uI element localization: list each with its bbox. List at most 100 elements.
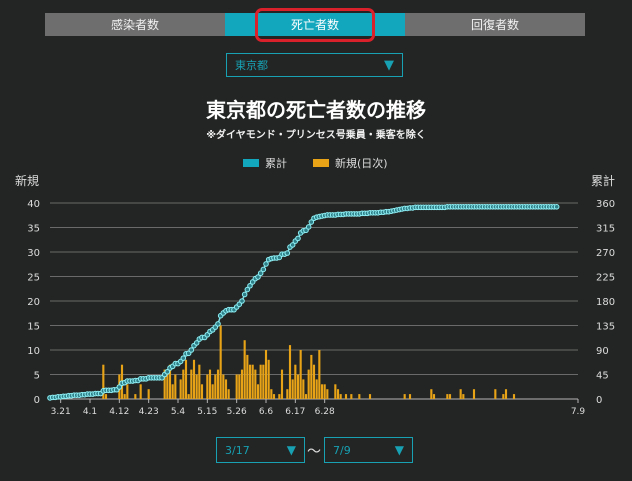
cumulative-point xyxy=(553,204,560,210)
bar-daily xyxy=(299,350,302,399)
bar-daily xyxy=(326,389,329,399)
tab-infected[interactable]: 感染者数 xyxy=(45,13,225,36)
cumulative-point xyxy=(241,291,248,298)
bar-daily xyxy=(368,394,372,399)
y-right-tick-label: 135 xyxy=(596,322,615,333)
bar-daily xyxy=(320,384,324,399)
bar-daily xyxy=(216,369,220,399)
y-left-tick-label: 40 xyxy=(27,199,40,210)
bar-daily xyxy=(134,394,137,399)
y-left-tick-label: 15 xyxy=(27,322,40,333)
legend-swatch-daily xyxy=(313,159,329,167)
legend-label-cumulative: 累計 xyxy=(265,157,287,170)
bar-daily xyxy=(184,359,188,399)
bar-daily xyxy=(430,389,433,399)
bar-daily xyxy=(192,359,196,399)
bar-daily xyxy=(262,364,265,399)
legend-item-cumulative[interactable]: 累計 xyxy=(243,155,287,171)
bar-daily xyxy=(459,389,462,399)
bar-daily xyxy=(240,369,244,399)
cumulative-point xyxy=(188,347,195,353)
bar-daily xyxy=(323,384,326,399)
tab-deaths[interactable]: 死亡者数 xyxy=(225,8,405,42)
x-tick-label: 5.15 xyxy=(197,407,217,417)
bar-daily xyxy=(267,359,270,399)
bar-daily xyxy=(334,384,337,399)
end-date-select[interactable]: 7/9 ▼ xyxy=(324,437,413,463)
y-left-tick-label: 20 xyxy=(27,297,40,308)
bar-daily xyxy=(294,364,297,399)
bar-daily xyxy=(206,374,209,399)
bar-daily xyxy=(246,354,249,399)
triangle-down-icon: ▼ xyxy=(394,443,404,457)
cumulative-point xyxy=(260,266,267,273)
end-date-value: 7/9 xyxy=(333,443,351,457)
bar-daily xyxy=(448,394,452,399)
bar-daily xyxy=(291,379,294,399)
bar-daily xyxy=(224,379,228,399)
bar-daily xyxy=(403,394,406,399)
triangle-down-icon: ▼ xyxy=(286,443,296,457)
bar-daily xyxy=(302,379,305,399)
bar-daily xyxy=(502,394,505,399)
bar-daily xyxy=(179,379,182,399)
bar-daily xyxy=(259,364,262,399)
tab-recovered[interactable]: 回復者数 xyxy=(405,13,585,36)
cumulative-line xyxy=(49,206,557,399)
bar-daily xyxy=(243,340,246,399)
bar-daily xyxy=(123,394,126,399)
legend-swatch-cumulative xyxy=(243,159,259,167)
bar-daily xyxy=(358,394,361,399)
y-right-tick-label: 225 xyxy=(596,273,615,284)
x-tick-label: 4.23 xyxy=(139,407,159,417)
bar-daily xyxy=(238,374,241,399)
bar-daily xyxy=(472,389,476,399)
bar-daily xyxy=(494,389,497,399)
bar-daily xyxy=(307,369,310,399)
bar-daily xyxy=(504,389,508,399)
legend-item-daily[interactable]: 新規(日次) xyxy=(313,155,388,171)
x-tick-label: 5.26 xyxy=(227,407,247,417)
cumulative-point xyxy=(239,298,245,304)
date-range-separator: 〜 xyxy=(307,444,321,460)
y-right-tick-label: 45 xyxy=(596,371,609,382)
y-left-tick-label: 35 xyxy=(27,224,40,235)
legend-label-daily: 新規(日次) xyxy=(335,157,388,170)
y-right-tick-label: 270 xyxy=(596,248,615,259)
cumulative-point xyxy=(289,242,296,248)
bar-daily xyxy=(248,364,252,399)
bar-daily xyxy=(344,394,348,399)
y-right-tick-label: 90 xyxy=(596,346,609,357)
x-tick-label: 5.4 xyxy=(171,407,186,417)
bar-daily xyxy=(256,384,260,399)
cumulative-point xyxy=(244,286,251,293)
cumulative-point xyxy=(255,274,261,280)
y-left-tick-label: 30 xyxy=(27,248,40,259)
bar-daily xyxy=(195,374,198,399)
bar-daily xyxy=(187,394,190,399)
bar-daily xyxy=(408,394,412,399)
bar-daily xyxy=(147,389,150,399)
bar-daily xyxy=(219,325,222,399)
bar-daily xyxy=(174,374,177,399)
cumulative-point xyxy=(263,261,269,267)
cumulative-point xyxy=(257,270,264,277)
y-left-tick-label: 0 xyxy=(34,395,40,406)
start-date-select[interactable]: 3/17 ▼ xyxy=(216,437,305,463)
bar-daily xyxy=(126,384,129,399)
bar-daily xyxy=(286,389,289,399)
y-right-tick-label: 0 xyxy=(596,395,602,406)
bar-daily xyxy=(182,369,185,399)
x-tick-label: 4.1 xyxy=(83,407,97,417)
bar-daily xyxy=(278,394,281,399)
bar-daily xyxy=(235,374,238,399)
region-select[interactable]: 東京都 ▼ xyxy=(226,53,403,77)
x-tick-label: 3.21 xyxy=(51,407,71,417)
metric-tabs: 感染者数 死亡者数 回復者数 xyxy=(45,8,585,42)
right-axis-title: 累計 xyxy=(591,174,616,188)
region-select-value: 東京都 xyxy=(235,59,268,72)
bar-daily xyxy=(312,364,316,399)
bar-daily xyxy=(339,394,342,399)
bar-daily xyxy=(288,345,292,399)
bar-daily xyxy=(214,374,217,399)
